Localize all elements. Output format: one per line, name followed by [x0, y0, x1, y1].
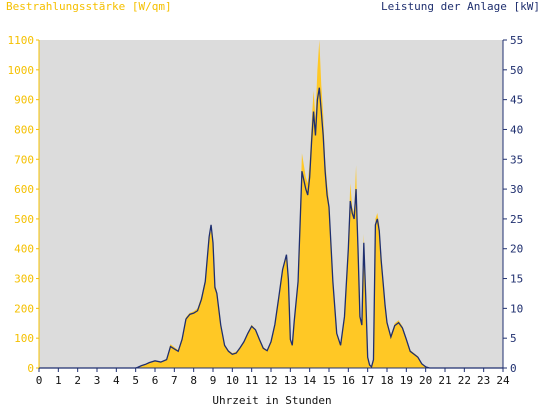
x-tick-label: 18 [380, 374, 393, 387]
left-tick-label: 200 [14, 302, 34, 315]
x-tick-label: 2 [74, 374, 81, 387]
right-tick-label: 0 [510, 362, 517, 375]
right-tick-label: 35 [510, 153, 523, 166]
left-tick-label: 100 [14, 332, 34, 345]
right-tick-label: 10 [510, 302, 523, 315]
left-tick-label: 400 [14, 243, 34, 256]
left-tick-label: 700 [14, 153, 34, 166]
right-tick-label: 30 [510, 183, 523, 196]
plot-area [39, 40, 503, 368]
right-axis-title: Leistung der Anlage [kW] [381, 0, 540, 13]
x-tick-label: 14 [303, 374, 317, 387]
right-tick-label: 15 [510, 273, 523, 286]
right-tick-label: 25 [510, 213, 523, 226]
right-tick-label: 55 [510, 34, 523, 47]
x-tick-label: 8 [190, 374, 197, 387]
left-tick-label: 800 [14, 123, 34, 136]
left-tick-label: 500 [14, 213, 34, 226]
power-line [39, 87, 503, 369]
left-axis-title: Bestrahlungsstärke [W/qm] [6, 0, 172, 13]
x-tick-label: 7 [171, 374, 178, 387]
x-tick-label: 12 [264, 374, 277, 387]
x-tick-label: 4 [113, 374, 120, 387]
x-tick-label: 6 [152, 374, 159, 387]
left-tick-label: 600 [14, 183, 34, 196]
left-tick-label: 900 [14, 94, 34, 107]
x-tick-label: 16 [342, 374, 355, 387]
right-tick-label: 5 [510, 332, 517, 345]
x-tick-label: 20 [419, 374, 432, 387]
x-tick-label: 19 [400, 374, 413, 387]
right-tick-label: 20 [510, 243, 523, 256]
right-tick-label: 50 [510, 64, 523, 77]
right-tick-label: 45 [510, 94, 523, 107]
x-tick-label: 13 [284, 374, 297, 387]
x-tick-label: 17 [361, 374, 374, 387]
left-tick-label: 1100 [8, 34, 35, 47]
right-tick-label: 40 [510, 123, 523, 136]
x-tick-label: 23 [477, 374, 490, 387]
x-tick-label: 1 [55, 374, 62, 387]
x-tick-label: 5 [132, 374, 139, 387]
x-tick-label: 15 [322, 374, 335, 387]
x-tick-label: 22 [458, 374, 471, 387]
x-tick-label: 3 [94, 374, 101, 387]
left-tick-label: 300 [14, 273, 34, 286]
x-tick-label: 9 [210, 374, 217, 387]
x-tick-label: 24 [496, 374, 510, 387]
x-axis-title: Uhrzeit in Stunden [212, 394, 332, 407]
x-tick-label: 11 [245, 374, 258, 387]
x-tick-label: 21 [438, 374, 451, 387]
left-tick-label: 0 [27, 362, 34, 375]
left-tick-label: 1000 [8, 64, 35, 77]
x-tick-label: 10 [226, 374, 239, 387]
x-tick-label: 0 [36, 374, 43, 387]
